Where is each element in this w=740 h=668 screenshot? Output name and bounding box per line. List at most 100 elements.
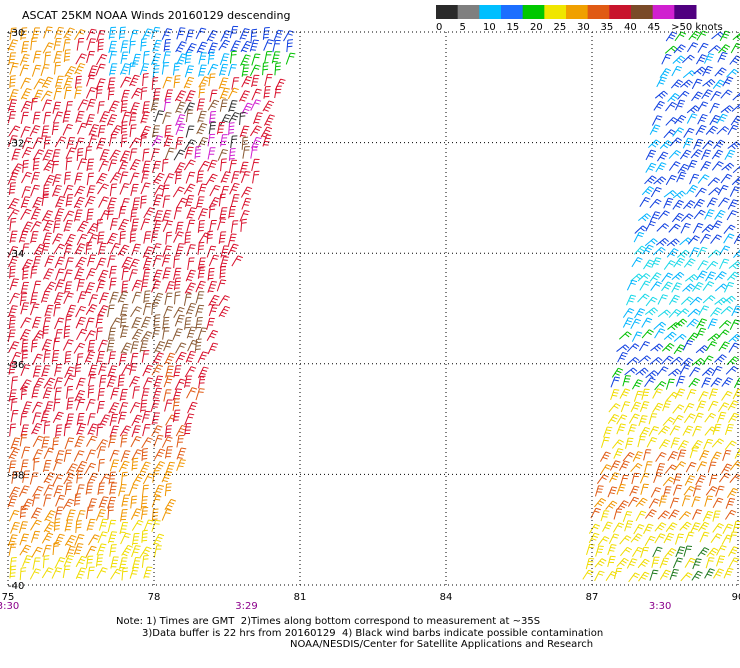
barb-flag	[223, 57, 228, 58]
barb-staff	[165, 148, 169, 159]
barb-flag	[169, 356, 174, 357]
barb-staff	[88, 567, 90, 579]
barb-flag	[66, 273, 71, 274]
barb-flag	[213, 64, 218, 65]
wind-barb	[97, 424, 103, 436]
barb-flag	[46, 408, 51, 409]
barb-flag	[65, 230, 70, 231]
barb-flag	[147, 523, 152, 524]
wind-barb	[10, 218, 16, 230]
barb-flag	[703, 177, 708, 179]
barb-staff	[199, 376, 201, 388]
wind-barb	[660, 141, 672, 149]
barb-flag	[201, 28, 206, 29]
barb-staff	[129, 376, 134, 387]
wind-barb	[175, 91, 186, 101]
barb-flag	[123, 349, 128, 351]
barb-flag	[720, 58, 725, 59]
barb-flag	[652, 176, 656, 179]
barb-staff	[163, 52, 166, 64]
barb-flag	[61, 137, 66, 139]
barb-flag	[246, 79, 251, 80]
barb-flag	[79, 309, 84, 310]
wind-barb	[33, 112, 40, 124]
barb-flag	[170, 353, 175, 354]
barb-flag	[701, 34, 706, 36]
barb-flag	[152, 306, 157, 307]
wind-barb	[54, 534, 64, 545]
wind-barb	[53, 112, 62, 123]
barb-flag	[113, 406, 118, 407]
barb-staff	[44, 422, 45, 434]
barb-flag	[727, 80, 732, 82]
barb-staff	[220, 100, 222, 112]
wind-barb	[65, 438, 74, 449]
barb-flag	[112, 432, 117, 433]
wind-barb	[652, 116, 662, 126]
barb-staff	[97, 54, 103, 65]
barb-staff	[11, 377, 12, 389]
barb-flag	[696, 94, 701, 96]
wind-barb	[228, 64, 236, 76]
wind-barb	[121, 510, 128, 522]
barb-staff	[143, 365, 148, 376]
barb-flag	[671, 48, 675, 51]
wind-barb	[669, 162, 680, 171]
barb-flag	[722, 49, 726, 52]
barb-flag	[245, 201, 250, 202]
barb-flag	[135, 429, 140, 430]
barb-staff	[241, 220, 242, 232]
barb-flag	[694, 174, 699, 175]
barb-flag	[178, 318, 183, 319]
wind-barb	[208, 148, 215, 160]
wind-barb	[151, 231, 158, 243]
barb-flag	[121, 73, 126, 74]
barb-flag	[128, 545, 133, 547]
barb-staff	[86, 243, 87, 255]
wind-barb	[22, 499, 33, 509]
wind-barb	[44, 473, 55, 483]
wind-barb	[142, 438, 153, 448]
barb-staff	[44, 175, 49, 186]
barb-flag	[180, 187, 185, 189]
barb-staff	[21, 172, 26, 183]
wind-barb	[21, 303, 29, 315]
barb-flag	[158, 464, 163, 466]
barb-staff	[31, 531, 35, 542]
barb-flag	[13, 247, 18, 248]
wind-barb	[229, 123, 235, 136]
barb-flag	[27, 89, 32, 90]
wind-barb	[23, 160, 29, 172]
barb-staff	[54, 88, 57, 100]
barb-flag	[124, 551, 129, 553]
barb-flag	[154, 31, 159, 32]
barb-flag	[48, 402, 53, 403]
barb-flag	[213, 305, 218, 306]
barb-flag	[698, 131, 703, 133]
wind-barb	[165, 400, 173, 412]
wind-barb	[184, 77, 194, 88]
barb-flag	[167, 139, 172, 140]
wind-barb	[87, 255, 95, 267]
barb-flag	[111, 299, 116, 300]
barb-flag	[38, 138, 43, 139]
barb-flag	[12, 43, 17, 44]
barb-flag	[103, 568, 108, 570]
barb-staff	[55, 257, 60, 268]
barb-staff	[153, 173, 159, 183]
barb-staff	[9, 342, 14, 353]
barb-flag	[15, 126, 20, 128]
barb-flag	[87, 249, 92, 250]
barb-flag	[153, 50, 158, 51]
barb-flag	[57, 478, 62, 479]
barb-flag	[714, 47, 718, 50]
barb-staff	[130, 173, 134, 184]
barb-flag	[168, 376, 173, 377]
wind-barb	[56, 495, 65, 506]
barb-staff	[21, 78, 26, 89]
wind-barb	[63, 211, 74, 222]
barb-staff	[706, 126, 713, 134]
barb-flag	[155, 27, 160, 28]
wind-barb	[30, 126, 40, 137]
barb-flag	[229, 123, 234, 124]
